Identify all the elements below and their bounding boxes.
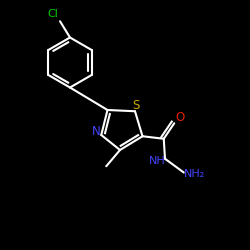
Text: NH: NH bbox=[149, 156, 166, 166]
Text: S: S bbox=[132, 99, 140, 112]
Text: NH₂: NH₂ bbox=[184, 169, 205, 179]
Text: Cl: Cl bbox=[48, 9, 58, 19]
Text: O: O bbox=[175, 111, 184, 124]
Text: N: N bbox=[92, 125, 101, 138]
